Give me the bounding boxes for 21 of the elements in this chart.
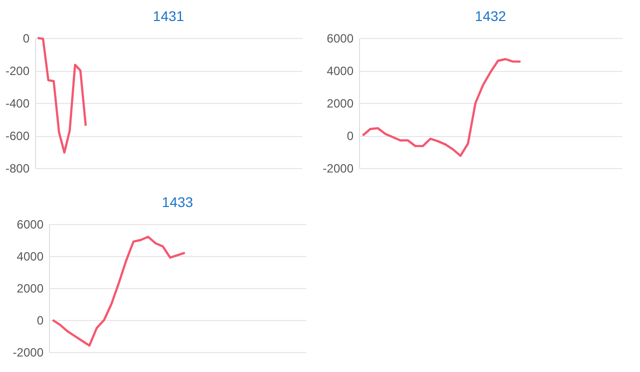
line-series [36, 36, 87, 154]
y-tick-label: 6000 [326, 32, 354, 46]
y-tick-label: -400 [5, 96, 30, 110]
line-series [52, 236, 186, 347]
y-tick-label: -2000 [322, 162, 354, 176]
y-tick-label: -200 [5, 64, 30, 78]
chart-title: 1433 [162, 194, 194, 210]
chart-title: 1432 [474, 8, 506, 24]
y-tick-label: 2000 [16, 282, 44, 296]
y-tick-label: -600 [5, 129, 30, 143]
line-series [362, 58, 522, 157]
y-tick-label: 0 [36, 314, 44, 328]
y-tick-label: 0 [22, 32, 30, 46]
y-tick-label: 0 [346, 129, 354, 143]
y-tick-label: 4000 [326, 64, 354, 78]
y-tick-label: 6000 [16, 218, 44, 232]
y-tick-label: 4000 [16, 250, 44, 264]
y-tick-label: -2000 [12, 346, 44, 360]
y-tick-label: 2000 [326, 96, 354, 110]
y-tick-label: -800 [5, 162, 30, 176]
chart-title: 1431 [152, 8, 184, 24]
